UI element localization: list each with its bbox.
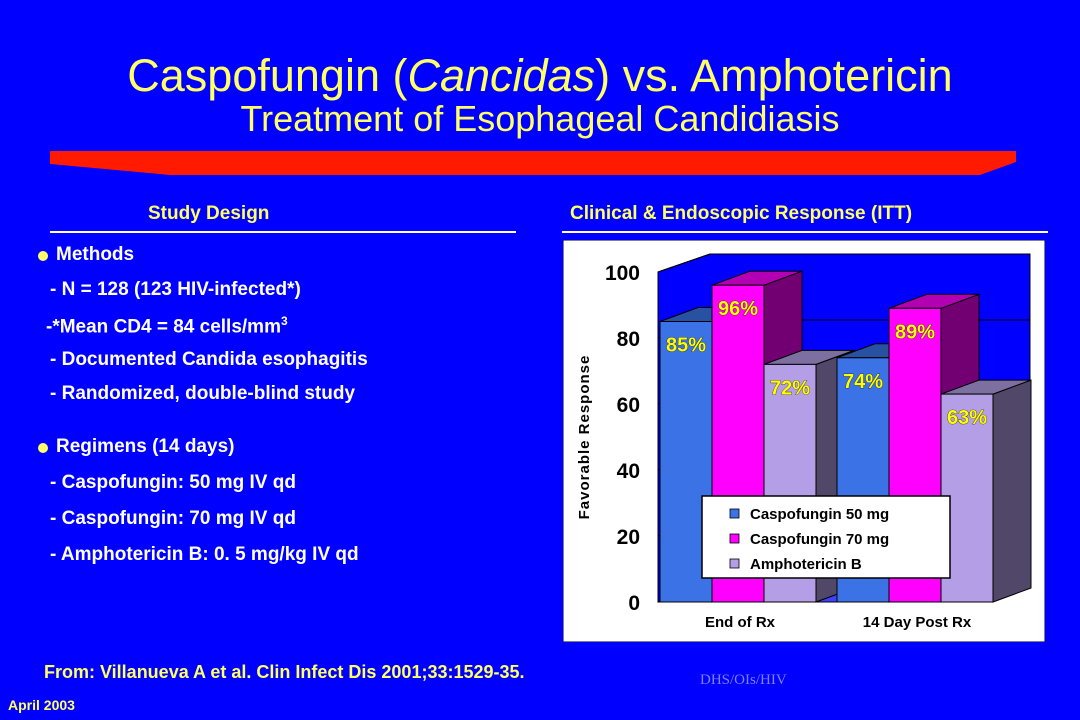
bar-value-label: 63% xyxy=(947,407,987,429)
bar-side xyxy=(992,379,1032,603)
citation: From: Villanueva A et al. Clin Infect Di… xyxy=(44,662,525,682)
y-tick-label: 40 xyxy=(617,460,640,483)
legend-swatch xyxy=(729,508,740,519)
methods-line: -*Mean CD4 = 84 cells/mm3 xyxy=(46,314,288,338)
methods-line: - Documented Candida esophagitis xyxy=(50,349,368,370)
title-underline-bar xyxy=(50,151,1016,175)
y-tick-label: 20 xyxy=(617,526,640,549)
legend-label: Caspofungin 70 mg xyxy=(750,531,889,548)
regimens-label: Regimens (14 days) xyxy=(56,436,235,457)
legend-swatch xyxy=(729,533,740,544)
regimens-line: - Caspofungin: 70 mg IV qd xyxy=(50,508,296,529)
study-design-rule xyxy=(50,231,516,233)
x-category-label: End of Rx xyxy=(705,614,776,631)
y-tick-label: 80 xyxy=(617,328,640,351)
regimens-line: - Amphotericin B: 0. 5 mg/kg IV qd xyxy=(50,544,359,565)
bar-value-label: 74% xyxy=(843,371,883,393)
methods-line: - N = 128 (123 HIV-infected*) xyxy=(50,279,301,300)
regimens-bullet xyxy=(38,443,48,453)
slide-title: Caspofungin (Cancidas) vs. Amphotericin xyxy=(127,50,953,101)
y-grid-diagonal xyxy=(657,253,711,273)
y-axis-label: Favorable Response xyxy=(576,355,593,520)
response-rule xyxy=(562,231,1048,233)
legend-box xyxy=(701,495,951,579)
legend-swatch xyxy=(729,558,740,569)
y-tick-label: 100 xyxy=(605,262,640,285)
y-tick-label: 60 xyxy=(617,394,640,417)
response-heading: Clinical & Endoscopic Response (ITT) xyxy=(570,203,913,224)
response-bar-chart: 0 20 40 60 80 100 Favorable Response 85% 96% 72% E… xyxy=(563,240,1045,642)
slide-subtitle: Treatment of Esophageal Candidiasis xyxy=(240,98,840,139)
methods-line: - Randomized, double-blind study xyxy=(50,383,356,404)
bar-value-label: 89% xyxy=(895,321,935,343)
bar-value-label: 85% xyxy=(666,335,706,357)
bar-value-label: 72% xyxy=(770,377,810,399)
x-category-label: 14 Day Post Rx xyxy=(863,614,972,631)
date-label: April 2003 xyxy=(8,697,75,713)
credit-text: DHS/OIs/HIV xyxy=(700,672,787,688)
methods-bullet xyxy=(38,251,48,261)
legend-label: Caspofungin 50 mg xyxy=(750,506,889,523)
regimens-line: - Caspofungin: 50 mg IV qd xyxy=(50,472,296,493)
y-tick-label: 0 xyxy=(628,592,640,615)
methods-label: Methods xyxy=(56,244,135,265)
study-design-heading: Study Design xyxy=(148,203,270,224)
legend-label: Amphotericin B xyxy=(750,556,862,573)
bar-value-label: 96% xyxy=(718,298,758,320)
